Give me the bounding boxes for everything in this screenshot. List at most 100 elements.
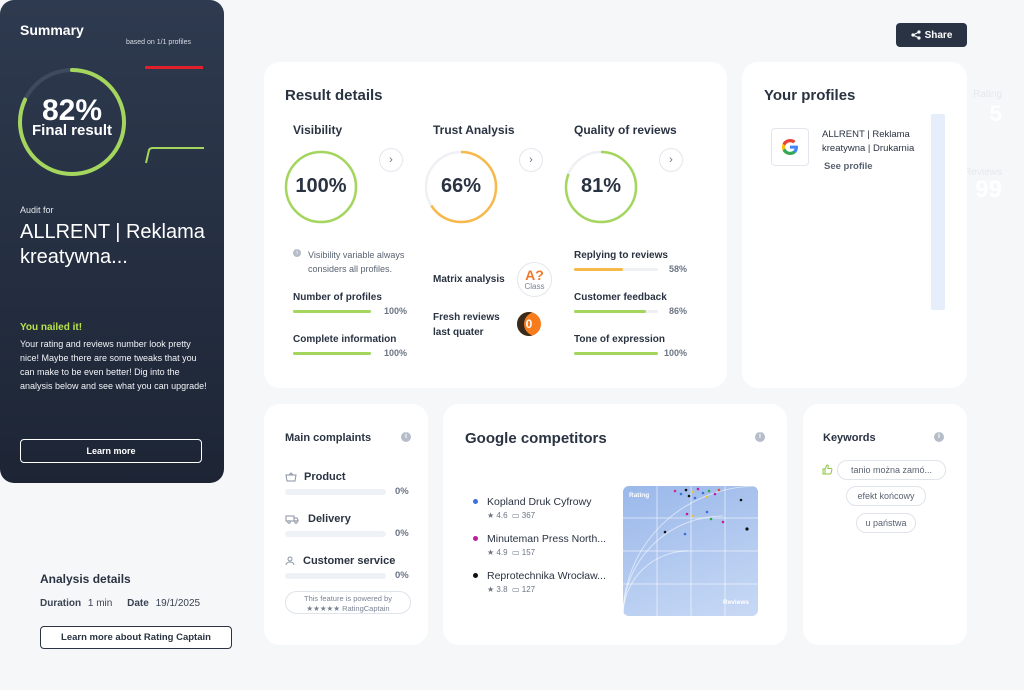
complaint-value: 0% xyxy=(395,570,409,581)
metric-bar xyxy=(574,352,658,355)
analysis-details-row: Duration 1 min Date 19/1/2025 xyxy=(40,598,200,609)
keywords-title: Keywords xyxy=(823,432,876,444)
profiles-scrollbar[interactable] xyxy=(931,114,945,310)
metric-bar xyxy=(574,268,658,271)
info-icon[interactable]: i xyxy=(934,432,944,442)
competitor-item[interactable]: Reprotechnika Wrocław... ★ 3.8 ▭ 127 xyxy=(473,570,613,594)
metric-value: 58% xyxy=(668,264,687,274)
matrix-class-label: Class xyxy=(524,282,545,291)
visibility-pct: 100% xyxy=(295,175,347,197)
comment-icon: ▭ xyxy=(511,548,520,557)
matrix-class-badge[interactable]: A? Class xyxy=(517,262,552,297)
see-profile-link[interactable]: See profile xyxy=(824,161,873,172)
duration-label: Duration xyxy=(40,598,82,609)
visibility-chevron-button[interactable]: › xyxy=(379,148,403,172)
complaint-label: Product xyxy=(304,471,346,483)
learn-rating-captain-button[interactable]: Learn more about Rating Captain xyxy=(40,626,232,649)
metric-label: Customer feedback xyxy=(574,292,667,303)
info-icon: i xyxy=(293,249,301,257)
competitor-plot: Rating Reviews xyxy=(623,486,758,616)
reviews-label: Reviews xyxy=(964,167,1002,178)
trust-chevron-button[interactable]: › xyxy=(519,148,543,172)
rating-accent-bar xyxy=(145,66,203,69)
summary-card: Summary based on 1/1 profiles 82% Final … xyxy=(0,0,1002,483)
duration-value: 1 min xyxy=(87,598,113,609)
competitor-name: Reprotechnika Wrocław... xyxy=(487,570,606,582)
share-icon xyxy=(910,30,921,40)
info-icon[interactable]: i xyxy=(401,432,411,442)
metric-label: Tone of expression xyxy=(574,334,665,345)
trust-title: Trust Analysis xyxy=(433,123,515,137)
analysis-details-title: Analysis details xyxy=(40,572,131,586)
learn-more-button[interactable]: Learn more xyxy=(20,439,202,463)
complaint-bar xyxy=(285,531,386,537)
info-icon[interactable]: i xyxy=(755,432,765,442)
keyword-chip[interactable]: u państwa xyxy=(856,513,916,533)
visibility-note: Visibility variable always considers all… xyxy=(308,250,405,274)
person-icon xyxy=(285,556,295,566)
metric-bar xyxy=(293,310,371,313)
reviews-accent-line xyxy=(145,147,204,164)
metric-value: 100% xyxy=(383,306,407,316)
date-value: 19/1/2025 xyxy=(155,598,201,609)
competitor-rating: 4.6 xyxy=(496,511,508,520)
competitor-reviews: 127 xyxy=(521,585,536,594)
competitor-rating: 3.8 xyxy=(496,585,508,594)
truck-icon xyxy=(285,515,299,524)
competitor-item[interactable]: Minuteman Press North... ★ 4.9 ▭ 157 xyxy=(473,533,613,557)
date-label: Date xyxy=(127,598,149,609)
metric-label: Complete information xyxy=(293,334,397,345)
fresh-reviews-value: 0 xyxy=(517,312,541,336)
metric-value: 100% xyxy=(663,348,687,358)
competitor-reviews: 157 xyxy=(521,548,536,557)
quality-pct: 81% xyxy=(580,175,622,197)
competitor-item[interactable]: Kopland Druk Cyfrowy ★ 4.6 ▭ 367 xyxy=(473,496,613,520)
chevron-right-icon: › xyxy=(669,154,673,166)
quality-title: Quality of reviews xyxy=(574,123,677,137)
metric-bar xyxy=(574,310,658,313)
complaint-label: Customer service xyxy=(303,555,396,567)
powered-by-text: This feature is powered by xyxy=(304,594,392,603)
competitor-dot xyxy=(473,536,478,541)
result-details-title: Result details xyxy=(285,87,383,104)
visibility-title: Visibility xyxy=(293,123,343,137)
based-on-text: based on 1/1 profiles xyxy=(126,39,191,46)
complaint-label: Delivery xyxy=(308,513,351,525)
result-details-card xyxy=(264,62,727,388)
matrix-label: Matrix analysis xyxy=(433,274,505,285)
plot-y-label: Rating xyxy=(629,492,650,499)
rating-value: 5 xyxy=(989,101,1002,126)
google-icon xyxy=(771,128,809,166)
trust-pct: 66% xyxy=(440,175,482,197)
summary-title: Summary xyxy=(20,22,84,38)
share-button[interactable]: Share xyxy=(896,23,967,47)
powered-by-brand: ★★★★★ RatingCaptain xyxy=(306,604,390,613)
matrix-grade: A? xyxy=(525,267,544,283)
profiles-title: Your profiles xyxy=(764,87,856,104)
quality-chevron-button[interactable]: › xyxy=(659,148,683,172)
final-result-value: 82% xyxy=(41,94,103,127)
chevron-right-icon: › xyxy=(389,154,393,166)
metric-value: 86% xyxy=(668,306,687,316)
reviews-value: 99 xyxy=(975,176,1002,203)
comment-icon: ▭ xyxy=(511,511,520,520)
share-label: Share xyxy=(924,29,953,41)
competitor-reviews: 367 xyxy=(521,511,536,520)
keyword-chip[interactable]: tanio można zamó... xyxy=(837,460,946,480)
competitor-dot xyxy=(473,573,478,578)
fresh-reviews-label: Fresh reviews xyxy=(433,312,500,323)
competitors-title: Google competitors xyxy=(465,430,607,447)
complaints-title: Main complaints xyxy=(285,432,372,444)
star-icon: ★ xyxy=(487,585,495,594)
chevron-right-icon: › xyxy=(529,154,533,166)
fresh-reviews-label-2: last quater xyxy=(433,327,484,338)
star-icon: ★ xyxy=(487,511,495,520)
metric-label: Number of profiles xyxy=(293,292,382,303)
final-result-ring xyxy=(18,68,126,176)
keyword-chip[interactable]: efekt końcowy xyxy=(846,486,926,506)
metric-bar xyxy=(293,352,371,355)
powered-by-badge: This feature is powered by ★★★★★ RatingC… xyxy=(285,591,411,614)
complaint-bar xyxy=(285,489,386,495)
complaint-value: 0% xyxy=(395,486,409,497)
profile-name: ALLRENT | Reklama kreatywna | Drukarnia xyxy=(822,129,915,154)
